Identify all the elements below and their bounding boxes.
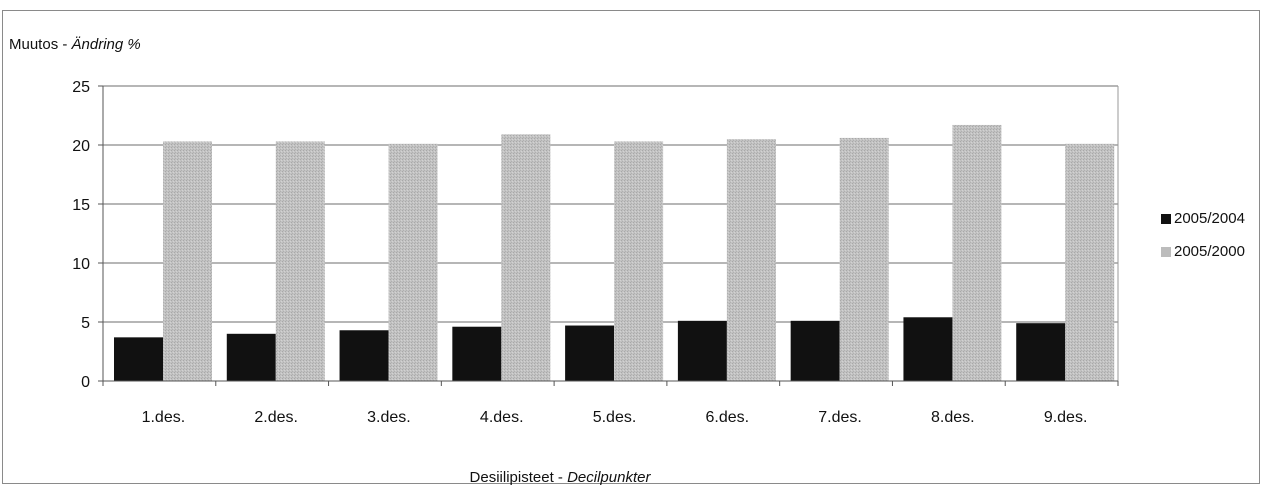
x-tick-label: 2.des. xyxy=(254,409,298,426)
x-tick-label: 7.des. xyxy=(818,409,862,426)
legend-item-2005-2004: 2005/2004 xyxy=(1161,210,1245,227)
x-tick-label: 9.des. xyxy=(1044,409,1088,426)
bar-2005-2000-4des xyxy=(501,134,551,381)
x-tick-label: 1.des. xyxy=(142,409,186,426)
bar-2005-2004-9des xyxy=(1016,323,1066,381)
legend-swatch-2005-2004 xyxy=(1161,213,1171,224)
bar-2005-2000-2des xyxy=(275,141,325,381)
y-tick-label: 20 xyxy=(72,138,90,155)
bar-2005-2004-4des xyxy=(452,326,502,381)
bar-2005-2004-6des xyxy=(677,320,727,381)
x-axis-title: Desiilipisteet - Decilpunkter xyxy=(469,469,651,486)
bar-2005-2004-5des xyxy=(565,325,615,381)
bar-2005-2000-8des xyxy=(952,124,1002,381)
x-tick-label: 4.des. xyxy=(480,409,524,426)
bar-2005-2000-7des xyxy=(839,137,889,381)
y-tick-label: 0 xyxy=(81,374,90,391)
x-tick-label: 8.des. xyxy=(931,409,975,426)
legend-item-2005-2000: 2005/2000 xyxy=(1161,243,1245,260)
x-tick-label: 3.des. xyxy=(367,409,411,426)
y-tick-label: 10 xyxy=(72,256,90,273)
bar-2005-2000-9des xyxy=(1065,143,1115,381)
x-tick-label: 6.des. xyxy=(705,409,749,426)
y-tick-label: 15 xyxy=(72,197,90,214)
y-axis-title: Muutos - Ändring % xyxy=(9,36,141,53)
bar-2005-2000-5des xyxy=(614,141,664,381)
legend-label-2005-2000: 2005/2000 xyxy=(1174,243,1245,260)
bar-2005-2000-3des xyxy=(388,143,438,381)
bar-2005-2004-1des xyxy=(114,337,163,381)
x-tick-label: 5.des. xyxy=(593,409,637,426)
legend-swatch-2005-2000 xyxy=(1161,246,1171,257)
bar-2005-2004-8des xyxy=(903,317,953,381)
y-tick-label: 5 xyxy=(81,315,90,332)
bar-2005-2004-2des xyxy=(226,333,276,381)
bar-2005-2004-3des xyxy=(339,330,389,381)
bar-2005-2004-7des xyxy=(790,320,840,381)
legend-label-2005-2004: 2005/2004 xyxy=(1174,210,1245,227)
bar-2005-2000-6des xyxy=(726,139,776,381)
bar-2005-2000-1des xyxy=(163,141,212,381)
y-tick-label: 25 xyxy=(72,79,90,96)
